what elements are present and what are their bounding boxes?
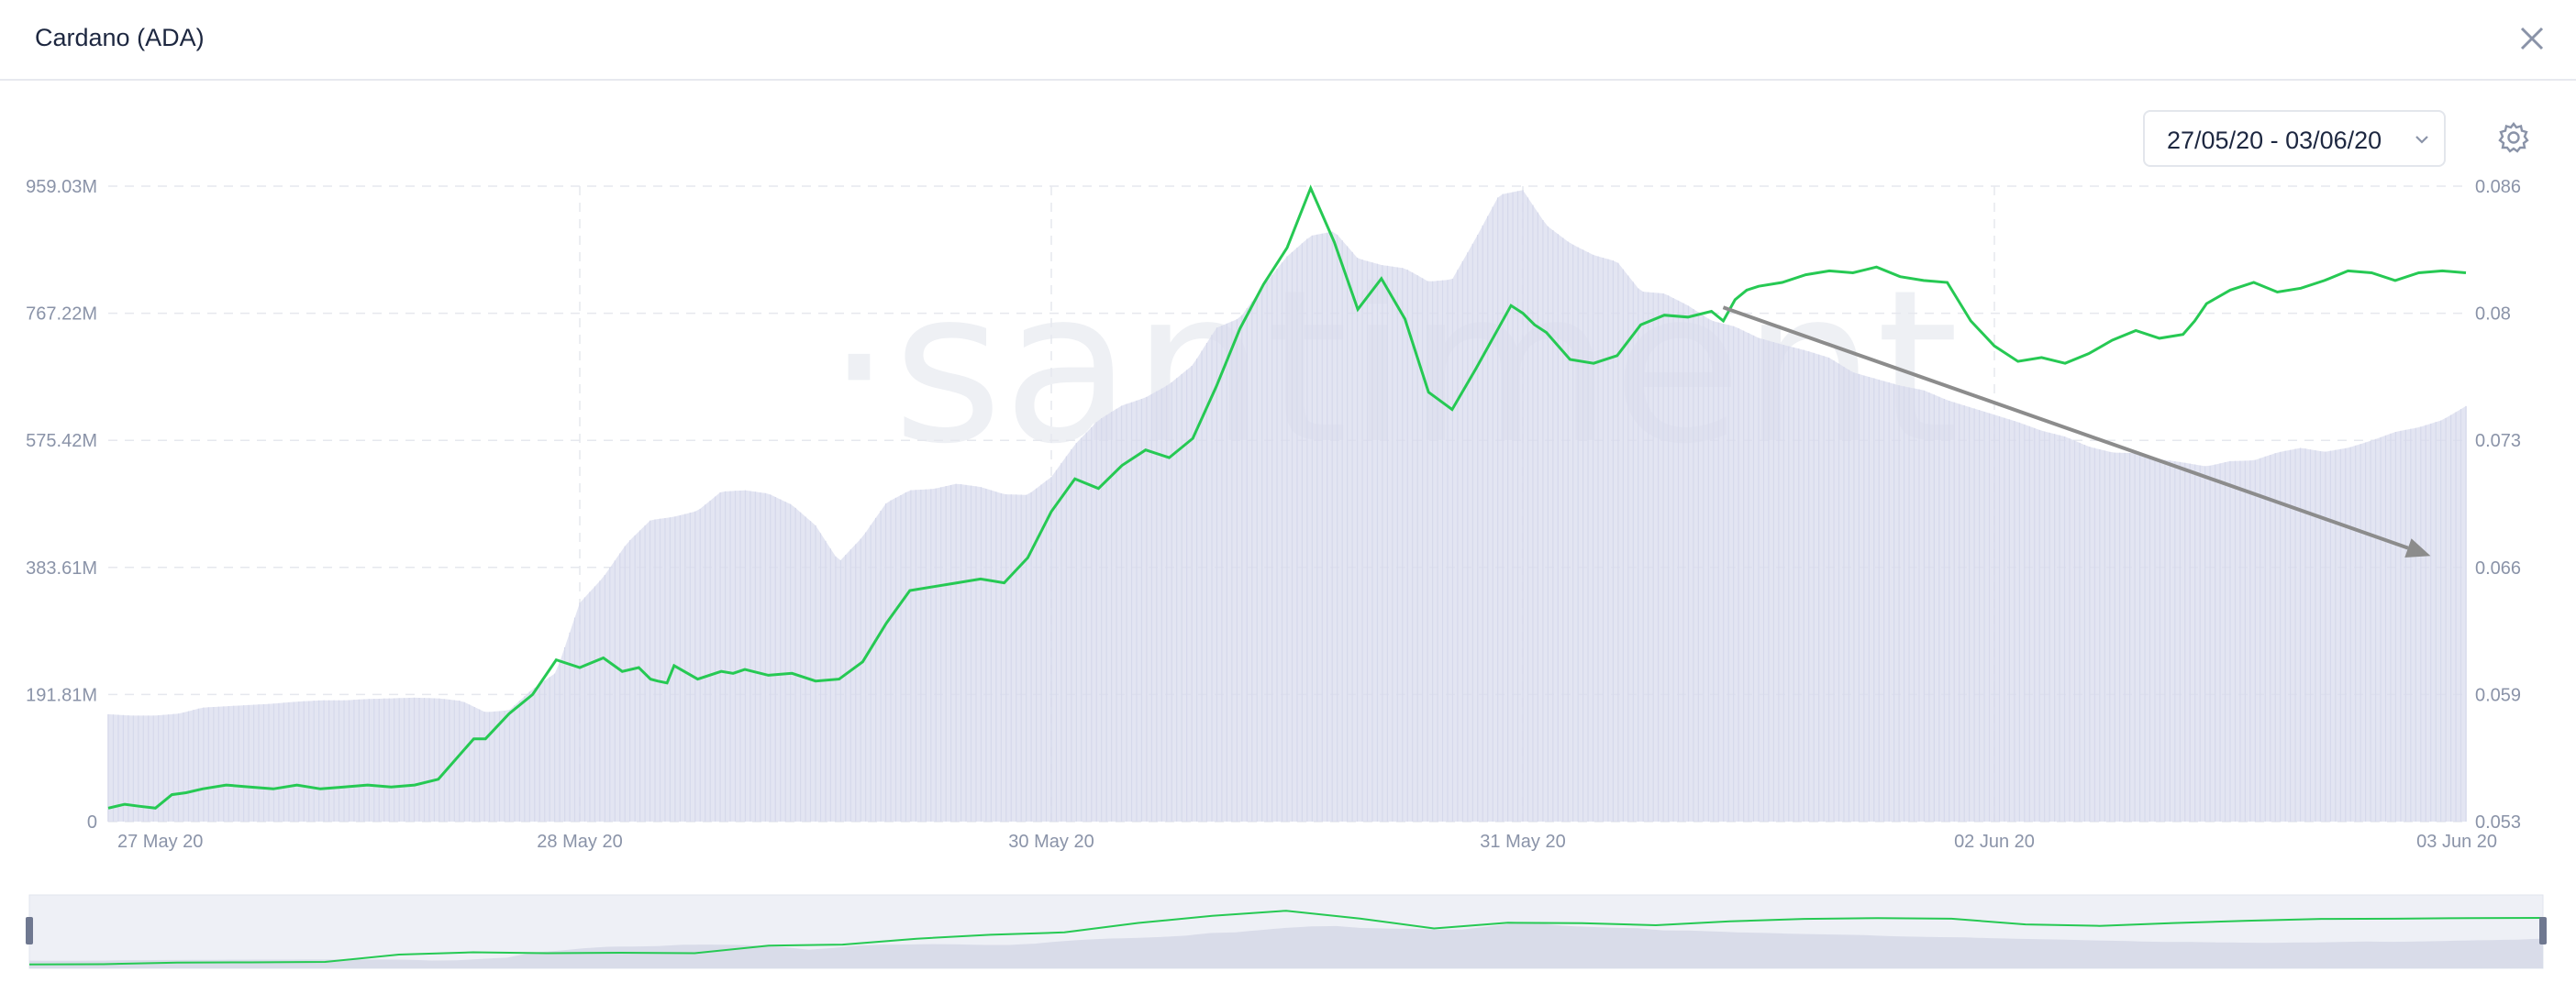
date-range-label: 27/05/20 - 03/06/20 bbox=[2167, 127, 2382, 154]
x-tick-label: 27 May 20 bbox=[117, 832, 203, 852]
trend-arrow bbox=[1722, 305, 2431, 558]
chevron-down-icon bbox=[2415, 136, 2428, 144]
left-tick-label: 767.22M bbox=[26, 304, 97, 325]
window-title: Cardano (ADA) bbox=[35, 24, 205, 51]
close-button[interactable] bbox=[2514, 20, 2550, 57]
trend-arrow-head bbox=[2404, 538, 2431, 558]
x-tick-label: 30 May 20 bbox=[1008, 832, 1094, 852]
range-navigator[interactable] bbox=[26, 894, 2547, 969]
right-tick-label: 0.073 bbox=[2475, 431, 2521, 451]
settings-button[interactable] bbox=[2495, 119, 2532, 156]
gear-icon bbox=[2498, 122, 2529, 153]
volume-area bbox=[108, 190, 2466, 822]
x-axis: 27 May 20 28 May 20 30 May 20 31 May 20 02 J… bbox=[117, 832, 2497, 852]
modal-header: Cardano (ADA) bbox=[0, 0, 2576, 81]
date-range-picker[interactable]: 27/05/20 - 03/06/20 bbox=[2143, 110, 2446, 167]
navigator-price-line bbox=[28, 910, 2544, 966]
left-tick-label: 383.61M bbox=[26, 558, 97, 579]
left-tick-label: 0 bbox=[87, 812, 97, 833]
x-tick-label: 03 Jun 20 bbox=[2416, 832, 2497, 852]
left-tick-label: 191.81M bbox=[26, 685, 97, 705]
navigator-handle-right[interactable] bbox=[2539, 917, 2547, 944]
left-tick-label: 959.03M bbox=[26, 177, 97, 197]
x-tick-label: 28 May 20 bbox=[537, 832, 622, 852]
x-tick-label: 31 May 20 bbox=[1480, 832, 1565, 852]
left-axis: 959.03M 767.22M 575.42M 383.61M 191.81M 0 bbox=[26, 177, 97, 833]
left-tick-label: 575.42M bbox=[26, 431, 97, 451]
right-tick-label: 0.059 bbox=[2475, 685, 2521, 705]
right-tick-label: 0.08 bbox=[2475, 304, 2511, 325]
right-tick-label: 0.086 bbox=[2475, 177, 2521, 197]
navigator-volume bbox=[29, 922, 2543, 968]
close-icon bbox=[2520, 27, 2544, 50]
price-line bbox=[107, 184, 2467, 810]
navigator-handle-left[interactable] bbox=[26, 917, 33, 944]
right-tick-label: 0.053 bbox=[2475, 812, 2521, 833]
trend-arrow-shaft bbox=[1722, 305, 2409, 550]
right-tick-label: 0.066 bbox=[2475, 558, 2521, 579]
x-tick-label: 02 Jun 20 bbox=[1954, 832, 2035, 852]
right-axis: 0.086 0.08 0.073 0.066 0.059 0.053 bbox=[2475, 177, 2521, 833]
